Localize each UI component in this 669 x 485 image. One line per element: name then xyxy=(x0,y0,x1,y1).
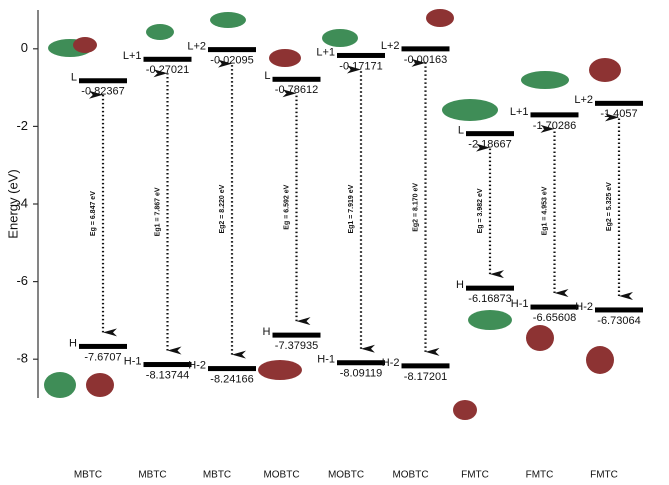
level-label: H-1 xyxy=(511,298,529,310)
level-label: L+2 xyxy=(574,94,593,106)
value-label: -2.18667 xyxy=(468,139,511,151)
y-tick-label: -6 xyxy=(16,273,28,288)
x-category-label: FMTC xyxy=(461,470,489,481)
value-label: -7.37935 xyxy=(275,340,318,352)
level-label: L xyxy=(264,70,270,82)
gap-label: Eg2 = 8.170 eV xyxy=(412,183,419,232)
level-label: H-1 xyxy=(317,354,335,366)
energy-level xyxy=(401,46,450,52)
value-label: -0.82367 xyxy=(81,86,124,98)
level-label: H-2 xyxy=(575,301,593,313)
energy-level xyxy=(79,78,127,84)
value-label: -8.17201 xyxy=(404,371,447,383)
gap-label: Eg1 = 4.953 eV xyxy=(541,186,548,235)
level-label: L+1 xyxy=(316,46,335,58)
value-label: -6.65608 xyxy=(533,312,576,324)
energy-level xyxy=(466,285,514,291)
energy-level xyxy=(143,362,192,368)
value-label: -8.24166 xyxy=(210,373,253,385)
energy-level xyxy=(79,343,127,349)
level-label: L+2 xyxy=(381,40,400,52)
level-label: L+1 xyxy=(123,50,142,62)
value-label: -1.4057 xyxy=(600,108,637,120)
x-category-label: MBTC xyxy=(138,470,166,481)
level-label: L+1 xyxy=(510,106,529,118)
value-label: -0.78612 xyxy=(275,84,318,96)
energy-level xyxy=(466,131,514,137)
energy-level xyxy=(272,332,321,338)
value-label: -6.16873 xyxy=(468,293,511,305)
x-category-label: MOBTC xyxy=(263,470,299,481)
level-label: H-2 xyxy=(382,357,400,369)
y-tick-label: -2 xyxy=(16,118,28,133)
x-category-label: MBTC xyxy=(203,470,231,481)
energy-level xyxy=(595,100,643,106)
y-tick-label: 0 xyxy=(21,40,28,55)
orbital-decorations xyxy=(44,9,621,420)
value-label: -6.73064 xyxy=(597,315,640,327)
value-label: -8.09119 xyxy=(340,368,383,380)
energy-level xyxy=(208,366,256,372)
x-category-label: MBTC xyxy=(74,470,102,481)
x-category-label: MOBTC xyxy=(328,470,364,481)
level-label: H-1 xyxy=(124,355,142,367)
gap-label: Eg = 3.982 eV xyxy=(477,188,484,233)
energy-level xyxy=(208,47,256,53)
energy-level xyxy=(530,304,579,310)
level-label: L xyxy=(71,72,77,84)
gap-label: Eg1 = 7.919 eV xyxy=(348,184,355,233)
gap-label: Eg = 6.847 eV xyxy=(90,191,97,236)
energy-level xyxy=(595,307,643,313)
gap-label: Eg = 6.592 eV xyxy=(283,184,290,229)
gap-label: Eg1 = 7.867 eV xyxy=(154,187,161,236)
value-label: -7.6707 xyxy=(84,351,121,363)
energy-level xyxy=(337,360,385,366)
value-label: -1.70286 xyxy=(533,120,576,132)
level-label: H-2 xyxy=(188,359,206,371)
energy-level xyxy=(401,363,450,369)
energy-level xyxy=(530,112,579,118)
level-label: H xyxy=(263,326,271,338)
energy-level xyxy=(337,52,385,58)
gap-label: Eg2 = 5.325 eV xyxy=(606,182,613,231)
x-category-label: FMTC xyxy=(590,470,618,481)
level-label: L xyxy=(458,125,464,137)
x-category-label: MOBTC xyxy=(392,470,428,481)
level-label: H xyxy=(69,337,77,349)
y-tick-label: -8 xyxy=(16,351,28,366)
energy-level xyxy=(272,76,321,82)
y-axis-label: Energy (eV) xyxy=(5,169,20,238)
y-tick-label: -4 xyxy=(16,195,28,210)
level-label: H xyxy=(456,279,464,291)
energy-level xyxy=(143,56,192,62)
value-label: -0.27021 xyxy=(146,64,189,76)
value-label: -0.00163 xyxy=(404,54,447,66)
gap-label: Eg2 = 8.220 eV xyxy=(219,184,226,233)
level-label: L+2 xyxy=(187,41,206,53)
x-category-label: FMTC xyxy=(526,470,554,481)
value-label: -8.13744 xyxy=(146,369,189,381)
value-label: -0.17171 xyxy=(339,60,382,72)
value-label: -0.02095 xyxy=(210,55,253,67)
